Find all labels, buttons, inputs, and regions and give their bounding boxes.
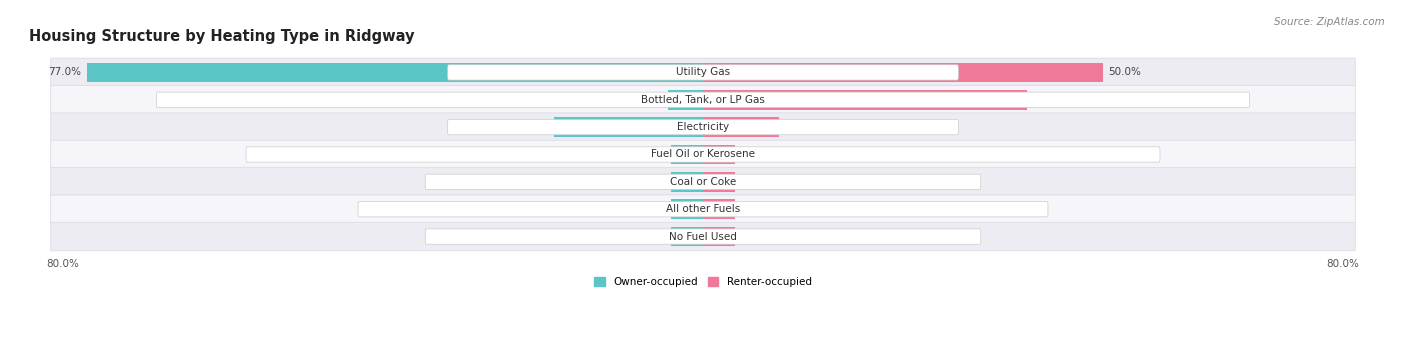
FancyBboxPatch shape	[51, 195, 1355, 223]
Legend: Owner-occupied, Renter-occupied: Owner-occupied, Renter-occupied	[591, 273, 815, 291]
Text: Bottled, Tank, or LP Gas: Bottled, Tank, or LP Gas	[641, 95, 765, 105]
FancyBboxPatch shape	[425, 229, 981, 244]
Bar	[87, 62, 703, 82]
Bar	[554, 117, 703, 137]
Text: 40.5%: 40.5%	[1032, 95, 1066, 105]
Text: 77.0%: 77.0%	[48, 68, 82, 77]
Text: No Fuel Used: No Fuel Used	[669, 232, 737, 241]
Text: Electricity: Electricity	[676, 122, 730, 132]
Text: Utility Gas: Utility Gas	[676, 68, 730, 77]
FancyBboxPatch shape	[447, 119, 959, 135]
Text: 0.0%: 0.0%	[741, 177, 766, 187]
FancyBboxPatch shape	[246, 147, 1160, 162]
Bar	[703, 62, 1102, 82]
FancyBboxPatch shape	[156, 92, 1250, 107]
Bar	[671, 145, 703, 164]
Text: 0.0%: 0.0%	[741, 232, 766, 241]
Text: 0.0%: 0.0%	[640, 204, 665, 214]
Text: 9.5%: 9.5%	[785, 122, 811, 132]
Text: All other Fuels: All other Fuels	[666, 204, 740, 214]
Text: 4.4%: 4.4%	[636, 95, 662, 105]
Bar	[703, 199, 735, 219]
Bar	[703, 172, 735, 192]
Text: Source: ZipAtlas.com: Source: ZipAtlas.com	[1274, 17, 1385, 27]
Text: 0.0%: 0.0%	[640, 177, 665, 187]
FancyBboxPatch shape	[51, 86, 1355, 114]
FancyBboxPatch shape	[51, 140, 1355, 169]
Text: 18.6%: 18.6%	[516, 122, 548, 132]
Bar	[703, 90, 1026, 109]
FancyBboxPatch shape	[359, 202, 1047, 217]
Bar	[703, 227, 735, 247]
Text: 0.0%: 0.0%	[741, 204, 766, 214]
Text: Housing Structure by Heating Type in Ridgway: Housing Structure by Heating Type in Rid…	[28, 29, 415, 44]
Bar	[671, 199, 703, 219]
Bar	[668, 90, 703, 109]
FancyBboxPatch shape	[51, 168, 1355, 196]
Text: 0.0%: 0.0%	[640, 232, 665, 241]
FancyBboxPatch shape	[51, 113, 1355, 142]
Bar	[671, 227, 703, 247]
Text: 50.0%: 50.0%	[1108, 68, 1142, 77]
Bar	[703, 117, 779, 137]
Text: Fuel Oil or Kerosene: Fuel Oil or Kerosene	[651, 149, 755, 160]
Bar	[671, 172, 703, 192]
Bar	[703, 145, 735, 164]
Text: 0.0%: 0.0%	[640, 149, 665, 160]
FancyBboxPatch shape	[51, 222, 1355, 251]
FancyBboxPatch shape	[447, 65, 959, 80]
FancyBboxPatch shape	[425, 174, 981, 190]
Text: 0.0%: 0.0%	[741, 149, 766, 160]
Text: Coal or Coke: Coal or Coke	[669, 177, 737, 187]
FancyBboxPatch shape	[51, 58, 1355, 87]
